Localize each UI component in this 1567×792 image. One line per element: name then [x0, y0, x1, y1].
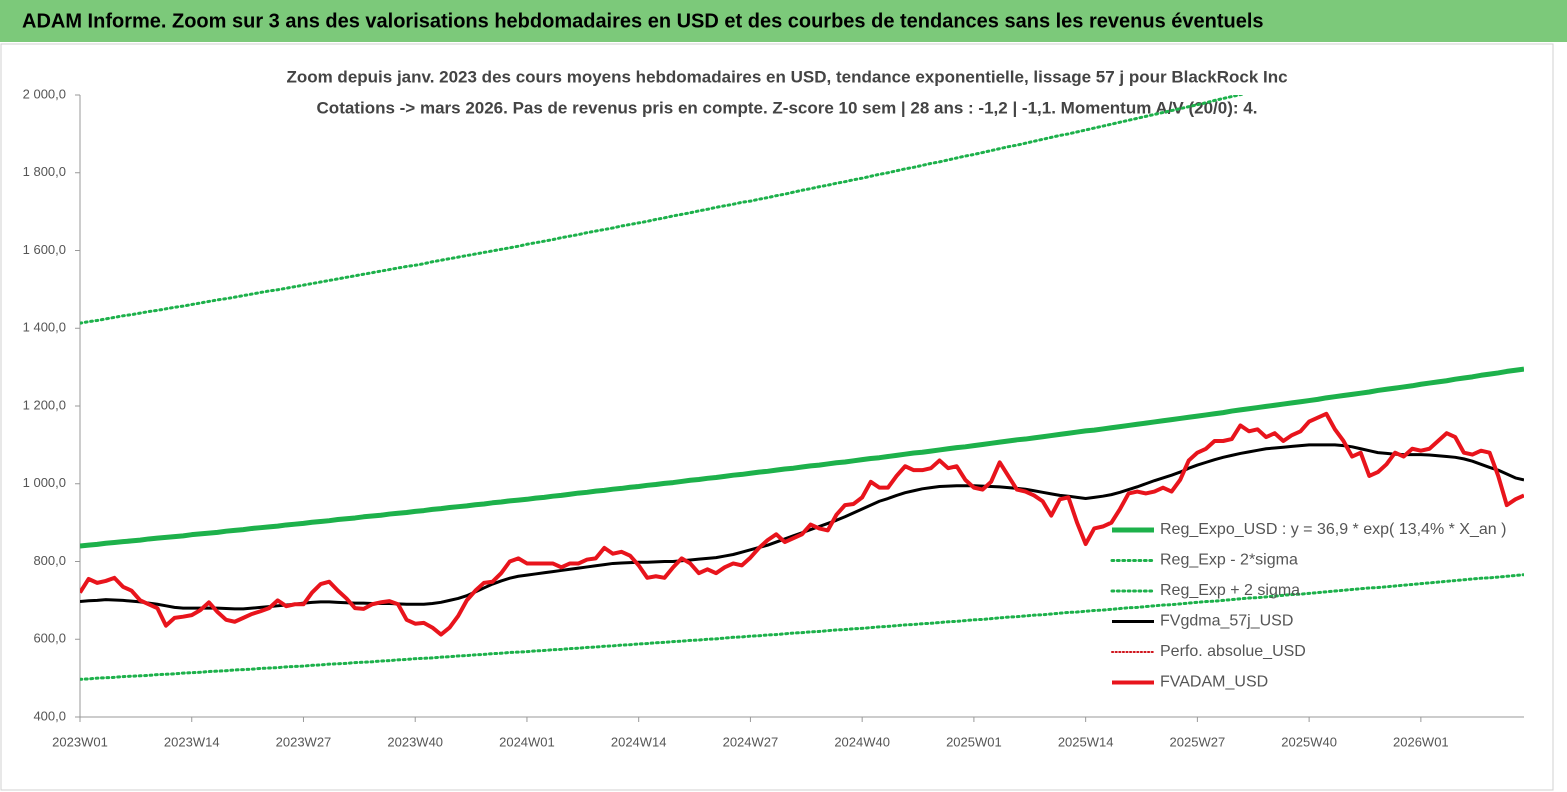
x-tick-label: 2024W01	[499, 734, 555, 749]
x-tick-label: 2023W27	[276, 734, 332, 749]
y-tick-label: 400,0	[33, 708, 66, 723]
x-tick-label: 2025W40	[1281, 734, 1337, 749]
legend-label: Perfo. absolue_USD	[1160, 643, 1306, 660]
x-tick-label: 2023W40	[387, 734, 443, 749]
legend-label: Reg_Expo_USD : y = 36,9 * exp( 13,4% * X…	[1160, 521, 1506, 538]
plot-area	[80, 95, 1524, 681]
chart-subtitle: Cotations -> mars 2026. Pas de revenus p…	[317, 98, 1258, 117]
y-tick-label: 800,0	[33, 553, 66, 568]
y-tick-label: 1 800,0	[23, 164, 66, 179]
series-line	[80, 573, 1524, 681]
y-tick-label: 1 200,0	[23, 397, 66, 412]
x-tick-label: 2025W01	[946, 734, 1002, 749]
chart-border	[0, 43, 1554, 791]
header-bar	[0, 0, 1567, 42]
series-line	[80, 411, 1524, 637]
x-tick-label: 2023W01	[52, 734, 108, 749]
y-tick-label: 1 400,0	[23, 320, 66, 335]
y-tick-label: 1 000,0	[23, 475, 66, 490]
x-tick-label: 2023W14	[164, 734, 220, 749]
legend-label: Reg_Exp - 2*sigma	[1160, 552, 1298, 569]
legend-label: FVgdma_57j_USD	[1160, 613, 1293, 630]
y-tick-label: 2 000,0	[23, 86, 66, 101]
x-tick-label: 2026W01	[1393, 734, 1449, 749]
x-tick-label: 2024W40	[834, 734, 890, 749]
y-tick-label: 600,0	[33, 631, 66, 646]
legend-label: FVADAM_USD	[1160, 674, 1268, 691]
x-tick-label: 2025W27	[1170, 734, 1226, 749]
legend-label: Reg_Exp + 2 sigma	[1160, 582, 1300, 599]
series-line	[80, 366, 1524, 549]
x-tick-label: 2024W14	[611, 734, 667, 749]
x-tick-label: 2025W14	[1058, 734, 1114, 749]
series-line	[80, 95, 1246, 325]
header-title: ADAM Informe. Zoom sur 3 ans des valoris…	[22, 10, 1264, 32]
chart-title: Zoom depuis janv. 2023 des cours moyens …	[286, 67, 1287, 86]
y-tick-label: 1 600,0	[23, 242, 66, 257]
x-tick-label: 2024W27	[723, 734, 779, 749]
